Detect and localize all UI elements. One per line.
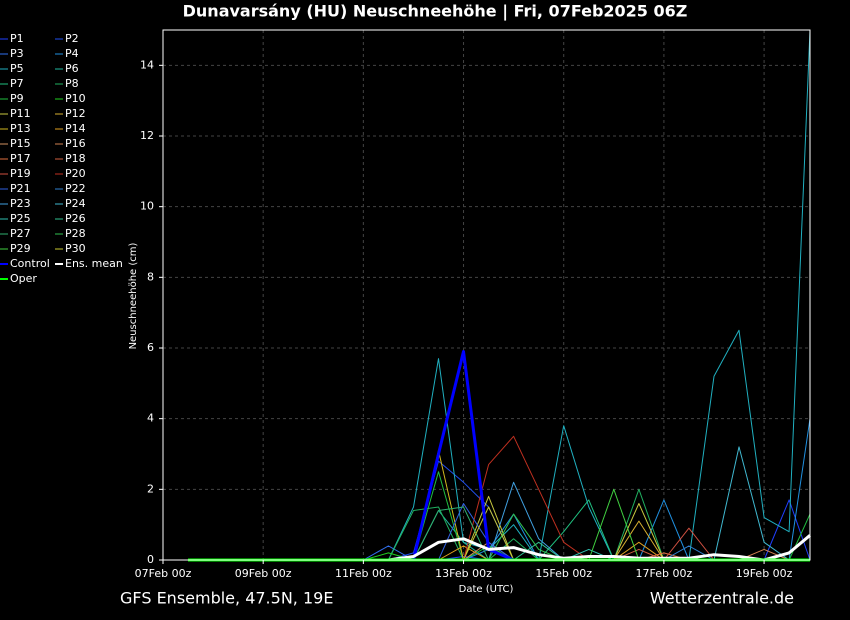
plot-frame [162, 29, 811, 561]
legend-label: P27 [10, 227, 31, 240]
legend-label: P10 [65, 92, 86, 105]
y-tick-label: 2 [147, 482, 154, 495]
y-tick-label: 14 [140, 58, 154, 71]
legend-label: P12 [65, 107, 86, 120]
x-tick-label: 13Feb 00z [435, 567, 492, 580]
legend-label: P24 [65, 197, 86, 210]
legend-label: P9 [10, 92, 24, 105]
legend-label: P16 [65, 137, 86, 150]
y-tick-label: 4 [147, 412, 154, 425]
legend-label: P8 [65, 77, 79, 90]
legend-label: P23 [10, 197, 31, 210]
y-tick-label: 8 [147, 270, 154, 283]
legend-label: P6 [65, 62, 79, 75]
legend-label: P14 [65, 122, 86, 135]
legend-label: P5 [10, 62, 24, 75]
y-tick-label: 0 [147, 553, 154, 566]
y-axis-label: Neuschneehöhe (cm) [128, 242, 139, 349]
legend-label: P22 [65, 182, 86, 195]
legend-label: P17 [10, 152, 31, 165]
chart-title: Dunavarsány (HU) Neuschneehöhe | Fri, 07… [183, 2, 688, 22]
legend-label: P20 [65, 167, 86, 180]
y-tick-label: 10 [140, 200, 154, 213]
x-tick-label: 15Feb 00z [535, 567, 592, 580]
legend-label: P30 [65, 242, 86, 255]
x-tick-label: 17Feb 00z [636, 567, 693, 580]
legend-label: P19 [10, 167, 31, 180]
legend-label: P11 [10, 107, 31, 120]
legend-label: P13 [10, 122, 31, 135]
legend-label: P28 [65, 227, 86, 240]
legend-label: P29 [10, 242, 31, 255]
source-right: Wetterzentrale.de [650, 589, 794, 608]
legend-label: P1 [10, 32, 24, 45]
legend-label: P15 [10, 137, 31, 150]
legend-label: P7 [10, 77, 24, 90]
y-tick-label: 6 [147, 341, 154, 354]
legend-label: P26 [65, 212, 86, 225]
legend-label: Control [10, 257, 50, 270]
x-tick-label: 07Feb 00z [135, 567, 192, 580]
x-tick-label: 11Feb 00z [335, 567, 392, 580]
legend-label: Ens. mean [65, 257, 123, 270]
y-tick-label: 12 [140, 129, 154, 142]
source-left: GFS Ensemble, 47.5N, 19E [120, 589, 333, 608]
legend-label: P21 [10, 182, 31, 195]
x-axis-label: Date (UTC) [459, 584, 514, 595]
x-tick-label: 19Feb 00z [736, 567, 793, 580]
x-tick-label: 09Feb 00z [235, 567, 292, 580]
legend-label: P25 [10, 212, 31, 225]
legend-label: P4 [65, 47, 79, 60]
legend-label: P2 [65, 32, 79, 45]
legend-label: Oper [10, 272, 37, 285]
legend-label: P3 [10, 47, 24, 60]
legend-label: P18 [65, 152, 86, 165]
